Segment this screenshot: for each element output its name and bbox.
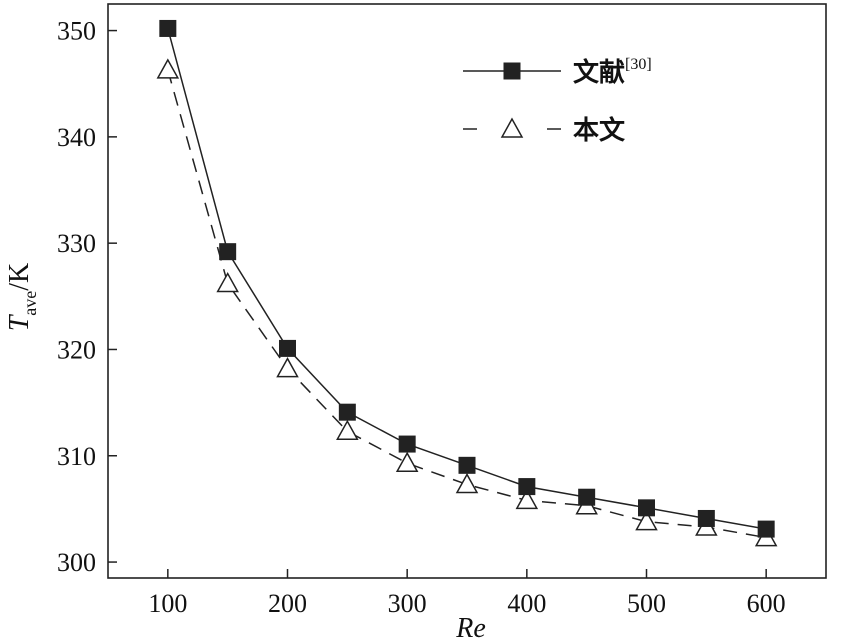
legend-label-superscript: [30] xyxy=(625,56,652,73)
data-point-square xyxy=(518,478,536,496)
data-point-square xyxy=(219,243,237,261)
data-point-square xyxy=(697,509,715,527)
data-point-triangle xyxy=(455,472,479,494)
data-point-square xyxy=(398,435,416,453)
series-line xyxy=(167,69,767,539)
legend: 文献[30] 本文 xyxy=(463,56,652,146)
x-tick-label: 500 xyxy=(627,589,666,618)
data-point-triangle xyxy=(336,419,359,441)
x-tick-label: 300 xyxy=(388,589,427,618)
data-point-triangle xyxy=(395,451,419,472)
y-label-unit: /K xyxy=(4,263,35,291)
data-point-triangle xyxy=(156,58,180,79)
y-tick-label: 350 xyxy=(57,17,96,46)
y-axis-label: Tave/K xyxy=(4,263,40,332)
legend-label: 本文 xyxy=(573,115,626,146)
series-layer xyxy=(156,19,778,547)
y-tick-label: 320 xyxy=(57,335,96,364)
data-point-square xyxy=(279,339,296,357)
y-label-subscript: ave xyxy=(20,291,40,316)
data-point-square xyxy=(159,19,177,37)
y-axis-label-text: Tave/K xyxy=(4,263,40,332)
data-point-triangle xyxy=(515,488,539,510)
legend-marker-triangle xyxy=(500,117,524,138)
data-point-triangle xyxy=(635,510,658,531)
legend-label-name: 文献 xyxy=(573,57,625,88)
x-tick-label: 200 xyxy=(268,589,307,618)
data-point-square xyxy=(638,499,655,517)
legend-item-1: 本文 xyxy=(463,115,626,146)
y-label-symbol: T xyxy=(4,313,35,331)
y-tick-label: 300 xyxy=(57,548,96,577)
data-point-square xyxy=(458,456,476,474)
x-axis-label: Re xyxy=(455,613,486,641)
series-line xyxy=(167,28,767,530)
axes: 100 200 300 400 500 600 300 310 320 330 340 350 Re Ta… xyxy=(4,3,827,641)
y-tick-label: 330 xyxy=(57,229,96,258)
y-tick-label: 340 xyxy=(57,123,96,152)
data-point-square xyxy=(578,488,596,506)
x-tick-label: 100 xyxy=(148,589,187,618)
legend-label-name: 本文 xyxy=(573,115,626,146)
legend-marker-square xyxy=(503,62,521,80)
x-tick-label: 400 xyxy=(507,589,546,618)
series-0 xyxy=(159,19,775,538)
plot-frame xyxy=(107,3,827,579)
data-point-triangle xyxy=(216,272,239,293)
data-point-triangle xyxy=(276,357,299,378)
data-point-square xyxy=(338,403,356,421)
y-tick-label: 310 xyxy=(57,442,96,471)
legend-label: 文献[30] xyxy=(573,56,652,88)
legend-item-0: 文献[30] xyxy=(463,56,652,88)
x-tick-label: 600 xyxy=(747,589,786,618)
data-point-square xyxy=(757,520,775,538)
